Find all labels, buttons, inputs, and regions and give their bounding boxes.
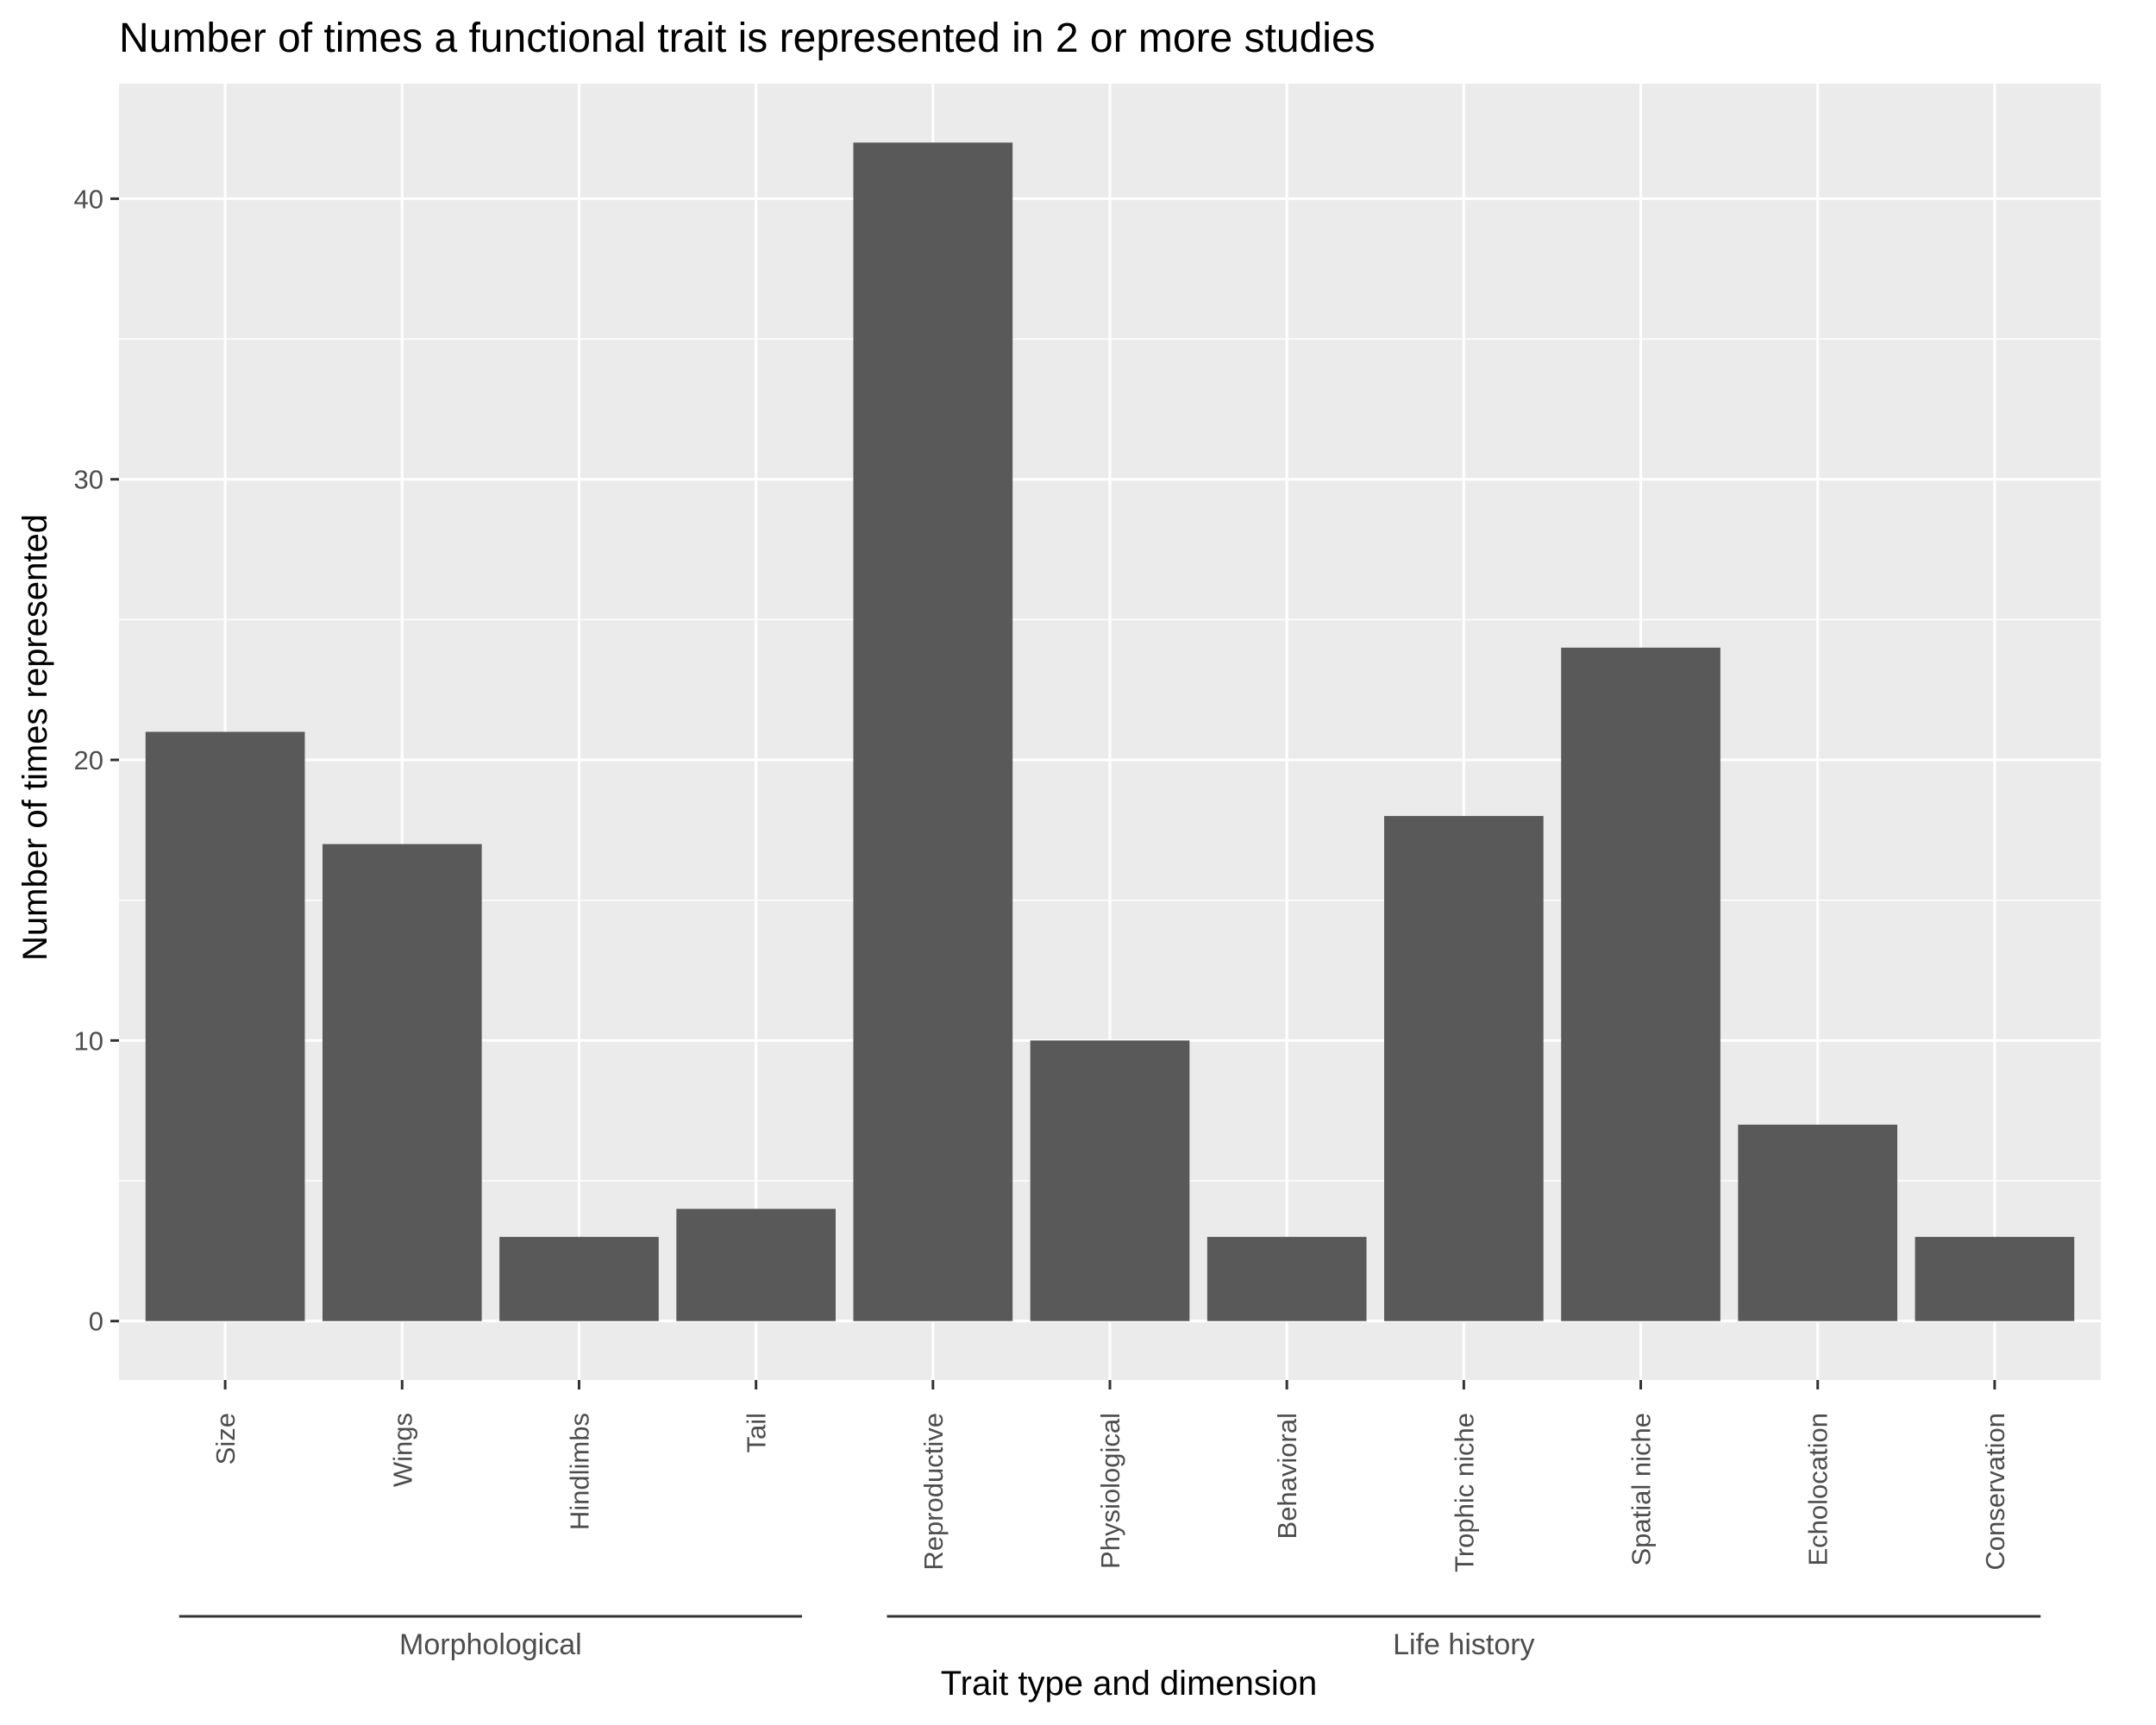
x-axis-title: Trait type and dimension bbox=[941, 1665, 1318, 1703]
x-tick-label: Trophic niche bbox=[1449, 1413, 1479, 1572]
bar-tail bbox=[676, 1208, 836, 1321]
y-axis-title: Number of times represented bbox=[16, 514, 54, 961]
x-tick-label: Reproductive bbox=[918, 1413, 949, 1571]
bar-conservation bbox=[1915, 1237, 2075, 1321]
x-tick-label: Echolocation bbox=[1803, 1413, 1833, 1566]
bar-spatial-niche bbox=[1561, 647, 1720, 1321]
y-tick-label: 40 bbox=[74, 184, 103, 214]
x-axis: Size Wings Hindlimbs Tail Reproductive Physio… bbox=[210, 1380, 2010, 1572]
y-tick-label: 0 bbox=[89, 1307, 103, 1337]
chart-title: Number of times a functional trait is re… bbox=[119, 16, 1376, 61]
bar-reproductive bbox=[853, 142, 1013, 1321]
bar-physiological bbox=[1030, 1040, 1190, 1321]
bar-echolocation bbox=[1738, 1124, 1898, 1321]
bar-size bbox=[145, 731, 305, 1321]
y-tick-label: 30 bbox=[74, 465, 103, 495]
y-tick-label: 10 bbox=[74, 1026, 103, 1056]
x-tick-label: Hindlimbs bbox=[564, 1413, 594, 1530]
group-label: Life history bbox=[1393, 1628, 1534, 1661]
category-groups: Morphological Life history bbox=[179, 1615, 2041, 1661]
bar-hindlimbs bbox=[499, 1237, 659, 1321]
group-label: Morphological bbox=[399, 1628, 582, 1661]
x-tick-label: Tail bbox=[742, 1413, 772, 1453]
bars bbox=[145, 142, 2075, 1321]
bar-wings bbox=[322, 844, 482, 1321]
y-axis: 0 10 20 30 40 bbox=[74, 184, 119, 1337]
bar-behavioral bbox=[1206, 1237, 1367, 1321]
x-tick-label: Wings bbox=[387, 1413, 417, 1487]
y-tick-label: 20 bbox=[74, 745, 103, 775]
x-tick-label: Size bbox=[210, 1413, 241, 1465]
x-tick-label: Physiological bbox=[1095, 1413, 1125, 1569]
bar-trophic-niche bbox=[1384, 816, 1544, 1321]
x-tick-label: Spatial niche bbox=[1626, 1413, 1657, 1566]
x-tick-label: Conservation bbox=[1980, 1413, 2010, 1571]
x-tick-label: Behavioral bbox=[1272, 1413, 1302, 1539]
